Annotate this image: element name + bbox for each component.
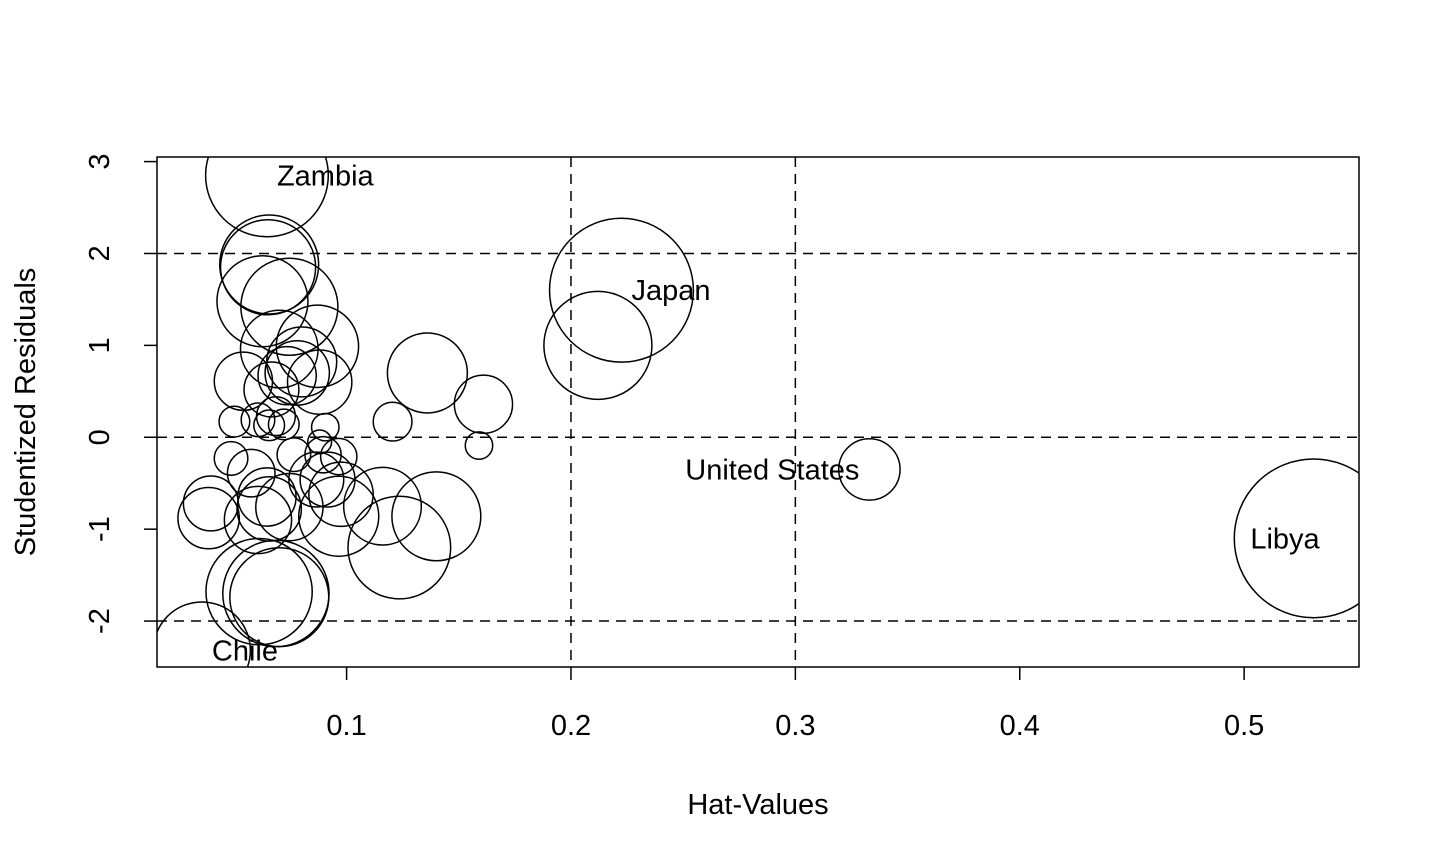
point-united-states xyxy=(837,438,901,501)
data-point xyxy=(222,539,330,648)
data-point xyxy=(342,466,423,546)
plot-frame xyxy=(156,156,1360,668)
x-axis: 0.1 0.2 0.3 0.4 0.5 xyxy=(326,667,1264,742)
x-tick-label: 0.4 xyxy=(1000,710,1040,742)
data-point xyxy=(464,431,494,461)
point-labels: Zambia Chile Japan United States Libya xyxy=(212,160,1321,667)
data-point xyxy=(310,412,340,442)
data-point xyxy=(218,214,320,315)
point-japan xyxy=(548,217,695,363)
x-axis-label: Hat-Values xyxy=(687,789,828,821)
x-tick-label: 0.2 xyxy=(551,710,591,742)
data-point xyxy=(236,476,303,542)
x-tick-label: 0.3 xyxy=(775,710,815,742)
point-label: Libya xyxy=(1250,523,1320,555)
data-point xyxy=(229,546,330,648)
data-point xyxy=(275,304,360,389)
point-label: Zambia xyxy=(277,160,375,192)
y-tick-label: 1 xyxy=(84,337,116,353)
point-chile xyxy=(157,601,252,667)
data-point xyxy=(288,451,345,508)
data-point xyxy=(453,374,514,435)
data-point xyxy=(347,495,452,600)
y-tick-label: -2 xyxy=(84,608,116,634)
data-point xyxy=(240,257,339,357)
data-points xyxy=(157,157,1359,667)
data-point xyxy=(182,475,240,532)
point-label: Japan xyxy=(631,275,710,307)
data-point xyxy=(308,461,374,528)
data-point xyxy=(543,290,653,401)
data-point xyxy=(226,448,276,498)
data-point xyxy=(243,361,300,418)
data-point xyxy=(239,309,319,389)
data-point xyxy=(267,408,300,441)
data-point xyxy=(257,345,317,406)
data-point xyxy=(213,440,249,476)
reference-lines xyxy=(157,157,1359,667)
point-label: United States xyxy=(685,454,859,486)
y-tick-label: 0 xyxy=(84,429,116,445)
x-tick-label: 0.5 xyxy=(1224,710,1264,742)
point-label: Chile xyxy=(212,635,278,667)
y-tick-label: 3 xyxy=(84,154,116,170)
data-point xyxy=(205,537,313,646)
x-tick-label: 0.1 xyxy=(326,710,366,742)
data-point xyxy=(219,219,317,316)
point-zambia xyxy=(204,157,330,238)
y-axis-label: Studentized Residuals xyxy=(10,268,42,557)
data-point xyxy=(177,486,241,550)
data-point xyxy=(253,409,286,442)
y-tick-label: 2 xyxy=(84,245,116,261)
data-point xyxy=(298,475,380,558)
data-point xyxy=(391,471,482,562)
data-point xyxy=(372,401,413,442)
data-point xyxy=(255,472,324,542)
y-tick-label: -1 xyxy=(84,516,116,542)
data-point xyxy=(386,332,469,414)
data-point xyxy=(223,485,293,555)
data-point xyxy=(319,437,358,476)
point-libya xyxy=(1233,458,1359,619)
data-point xyxy=(218,405,251,438)
y-axis: -2 -1 0 1 2 3 xyxy=(84,154,157,634)
data-point xyxy=(216,255,309,348)
data-point xyxy=(276,437,312,473)
